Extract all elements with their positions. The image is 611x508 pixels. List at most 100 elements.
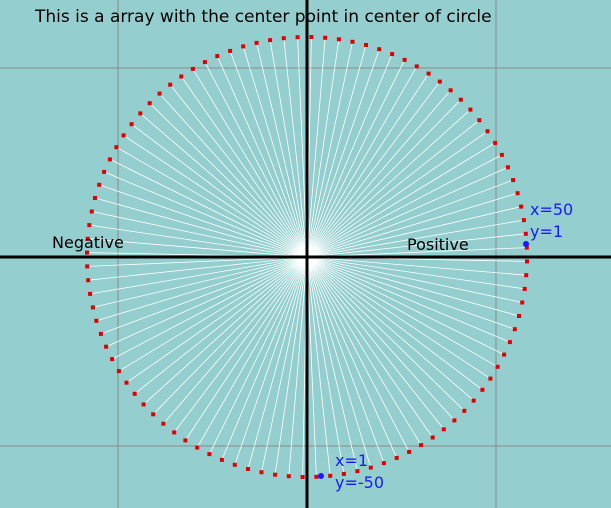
ray: [306, 256, 331, 476]
ray: [306, 256, 410, 453]
ray: [306, 247, 527, 258]
ray: [169, 84, 308, 258]
positive-label: Positive: [407, 235, 469, 254]
circle-marker: [102, 169, 107, 174]
circle-marker: [495, 364, 500, 369]
circle-marker: [161, 421, 166, 426]
ray: [306, 256, 511, 343]
circle-marker: [368, 465, 373, 470]
ray: [306, 256, 515, 330]
circle-marker: [524, 245, 529, 250]
ray: [283, 38, 308, 258]
ray: [87, 256, 308, 267]
ray: [306, 90, 451, 258]
circle-marker: [147, 101, 152, 106]
ray: [180, 76, 308, 258]
ray: [173, 256, 308, 433]
circle-marker: [190, 66, 195, 71]
circle-marker: [493, 140, 498, 145]
circle-marker: [390, 52, 395, 57]
circle-marker: [281, 36, 286, 41]
ray: [306, 256, 483, 391]
ray: [306, 41, 353, 258]
ray: [306, 256, 520, 317]
circle-marker: [179, 74, 184, 79]
ray: [90, 256, 308, 295]
ray: [306, 59, 405, 258]
circle-marker: [452, 418, 457, 423]
circle-marker: [157, 91, 162, 96]
circle-marker: [336, 37, 341, 42]
ray: [261, 256, 308, 473]
ray: [306, 256, 422, 446]
circle-marker: [85, 236, 90, 241]
right-point-y-label: y=1: [530, 222, 563, 241]
ray: [163, 256, 308, 424]
circle-marker: [512, 327, 517, 332]
ray: [89, 224, 308, 258]
ray: [306, 81, 441, 258]
ray: [103, 171, 308, 258]
circle-markers: [85, 35, 529, 479]
ray: [140, 113, 308, 258]
ray: [100, 256, 308, 335]
circle-marker: [268, 38, 273, 43]
circle-marker: [228, 48, 233, 53]
ray: [306, 256, 358, 472]
circle-marker: [505, 165, 510, 170]
ray: [306, 44, 367, 258]
ray: [209, 256, 308, 455]
circle-marker: [414, 64, 419, 69]
ray: [134, 256, 308, 395]
ray: [297, 37, 308, 258]
circle-marker: [502, 352, 507, 357]
radial-rays: [86, 36, 528, 478]
ray: [306, 99, 462, 258]
ray: [221, 256, 308, 461]
circle-marker: [462, 408, 467, 413]
ray: [306, 256, 474, 401]
ray: [123, 135, 308, 258]
circle-marker: [323, 35, 328, 40]
circle-marker: [88, 291, 93, 296]
circle-marker: [437, 79, 442, 84]
ray: [94, 197, 308, 258]
bottom-point-marker: [318, 473, 324, 479]
ray: [216, 55, 308, 258]
ray: [247, 256, 308, 470]
ray: [306, 166, 509, 258]
circle-marker: [107, 157, 112, 162]
ray: [159, 93, 308, 258]
circle-marker: [377, 47, 382, 52]
circle-marker: [87, 223, 92, 228]
ray: [306, 256, 465, 412]
ray: [192, 68, 308, 258]
diagram-title: This is a array with the center point in…: [34, 7, 492, 27]
circle-marker: [104, 344, 109, 349]
ray: [306, 256, 525, 290]
circle-marker: [448, 88, 453, 93]
ray: [306, 73, 429, 258]
circle-marker: [219, 457, 224, 462]
circle-marker: [110, 357, 115, 362]
ray: [306, 256, 434, 438]
circle-marker: [430, 435, 435, 440]
ray: [131, 123, 308, 258]
ray: [306, 219, 524, 258]
circle-marker: [519, 204, 524, 209]
ray: [306, 206, 522, 258]
circle-marker: [468, 107, 473, 112]
circle-marker: [523, 231, 528, 236]
circle-marker: [328, 473, 333, 478]
ray: [242, 46, 308, 258]
circle-marker: [259, 470, 264, 475]
ray: [306, 233, 526, 258]
circle-marker: [246, 467, 250, 471]
ray: [306, 256, 385, 464]
circle-marker: [141, 402, 146, 407]
circle-marker: [309, 35, 314, 39]
circle-marker: [86, 278, 91, 283]
circle-marker: [94, 318, 99, 323]
ray: [288, 256, 308, 477]
